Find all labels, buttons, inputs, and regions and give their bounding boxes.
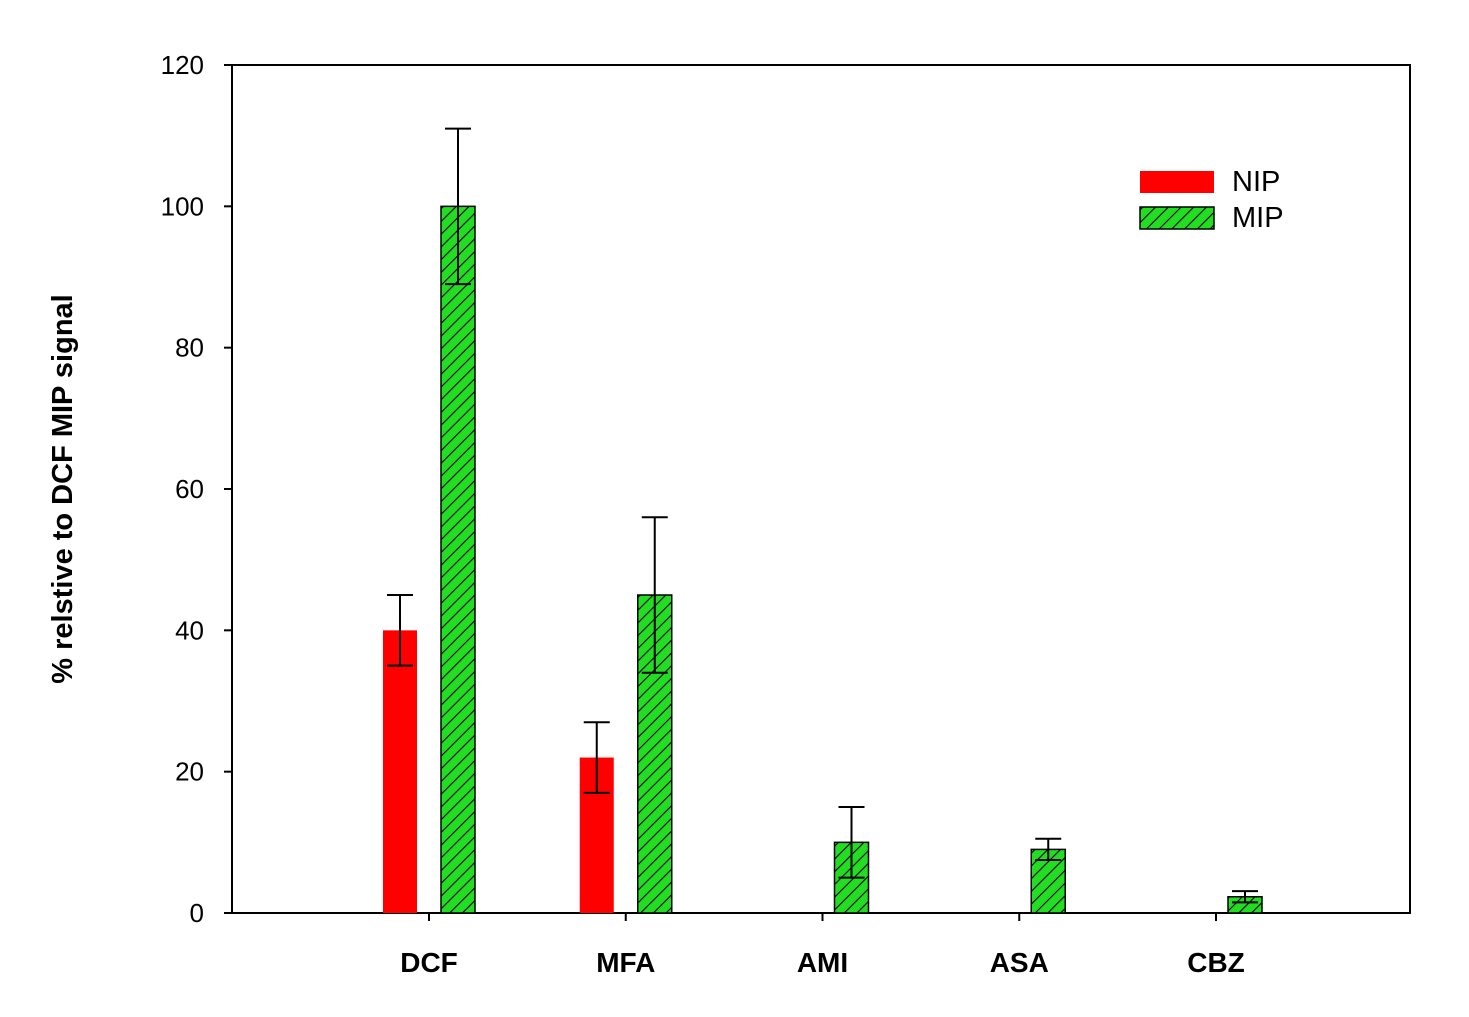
y-tick-label: 80 <box>175 333 204 363</box>
x-tick-label-ami: AMI <box>797 947 848 978</box>
error-bar-mip-ami <box>838 806 865 879</box>
x-tick-label-mfa: MFA <box>596 947 655 978</box>
y-axis: 0 20 40 60 80 100 120 <box>161 50 232 928</box>
legend-swatch-mip <box>1139 206 1215 230</box>
error-bar-mip-dcf <box>445 127 471 286</box>
x-axis: DCF MFA AMI ASA CBZ <box>400 913 1245 978</box>
legend-label-nip: NIP <box>1232 166 1280 198</box>
error-bar-mip-mfa <box>641 516 668 674</box>
legend-label-mip: MIP <box>1232 202 1284 234</box>
y-tick-label: 120 <box>161 50 204 80</box>
y-tick-label: 100 <box>161 191 204 221</box>
bar-mip-dcf <box>440 205 476 914</box>
x-tick-label-cbz: CBZ <box>1187 947 1245 978</box>
legend-swatch-nip <box>1140 171 1214 193</box>
error-bar-mip-asa <box>1035 837 1062 861</box>
y-axis-label: % relstive to DCF MIP signal <box>47 294 79 683</box>
bar-nip-dcf <box>383 630 417 913</box>
y-tick-label: 40 <box>175 615 204 645</box>
x-tick-label-asa: ASA <box>990 947 1049 978</box>
y-tick-label: 0 <box>190 898 204 928</box>
legend: NIP MIP <box>1139 166 1284 234</box>
x-tick-label-dcf: DCF <box>400 947 458 978</box>
error-bar-mip-cbz <box>1232 890 1258 904</box>
error-bars <box>387 127 1258 904</box>
bars <box>383 205 1263 914</box>
error-bar-nip-mfa <box>583 721 610 794</box>
y-tick-label: 20 <box>175 757 204 787</box>
error-bar-nip-dcf <box>387 594 413 667</box>
y-tick-label: 60 <box>175 474 204 504</box>
